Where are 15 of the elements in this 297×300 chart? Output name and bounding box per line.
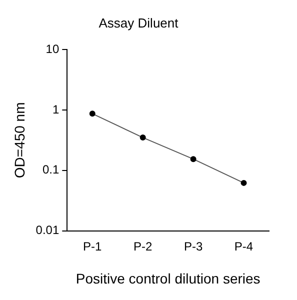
point bbox=[89, 110, 96, 117]
point bbox=[240, 180, 247, 186]
point bbox=[190, 156, 196, 162]
chart-title: Assay Diluent bbox=[98, 15, 179, 30]
y-tick-label: 10 bbox=[46, 42, 60, 56]
y-tick-label: 1 bbox=[52, 102, 60, 116]
x-tick-label: P-4 bbox=[234, 239, 254, 254]
x-axis-title: Positive control dilution series bbox=[76, 270, 260, 286]
y-tick-label: 0.01 bbox=[36, 223, 60, 238]
x-tick-label: P-2 bbox=[134, 239, 153, 254]
y-tick-label: 0.1 bbox=[42, 162, 60, 177]
x-tick-label: P-3 bbox=[184, 239, 203, 254]
point bbox=[140, 134, 146, 141]
y-axis-title: OD=450 nm bbox=[11, 102, 28, 178]
x-tick-label: P-1 bbox=[83, 239, 102, 254]
